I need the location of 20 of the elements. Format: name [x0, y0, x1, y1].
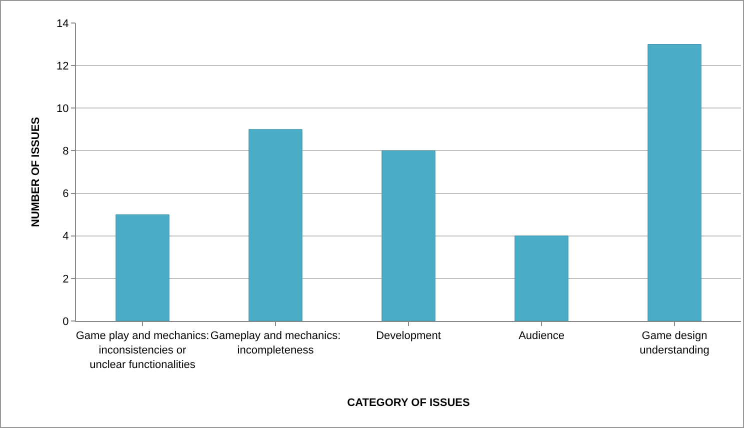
x-tick-label: Game design understanding: [640, 330, 710, 356]
bar: [116, 214, 170, 321]
bar: [514, 236, 568, 321]
x-tick-label: Audience: [518, 330, 564, 342]
y-tick-label: 4: [62, 230, 69, 243]
y-tick-label: 14: [56, 18, 69, 30]
y-axis-title: NUMBER OF ISSUES: [30, 116, 42, 228]
y-tick-label: 0: [62, 316, 69, 328]
bar: [248, 129, 302, 321]
x-tick-label: Gameplay and mechanics: incompleteness: [210, 330, 341, 356]
bar: [648, 44, 702, 321]
x-tick-label: Game play and mechanics: inconsistencies or unclear functionalities: [76, 330, 210, 371]
x-axis-title: CATEGORY OF ISSUES: [347, 397, 470, 409]
y-tick-label: 12: [56, 60, 69, 72]
y-tick-label: 10: [56, 102, 69, 115]
y-tick-label: 6: [62, 188, 69, 200]
x-tick-label: Development: [376, 330, 441, 342]
y-tick-label: 8: [62, 146, 69, 158]
y-tick-label: 2: [62, 273, 69, 286]
bar: [382, 150, 436, 321]
